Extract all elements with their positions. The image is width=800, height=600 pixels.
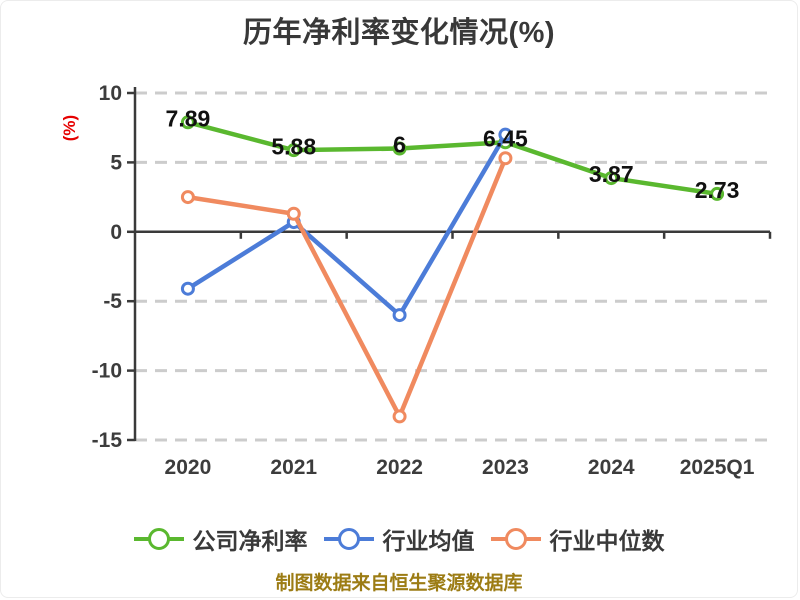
data-point [392,141,407,156]
x-tick-label: 2024 [588,456,635,479]
data-source-note: 制图数据来自恒生聚源数据库 [275,573,523,594]
legend-item-0[interactable]: 公司净利率 [133,522,308,556]
data-point-label: 3.87 [589,161,634,187]
x-tick-label: 2025Q1 [680,456,755,479]
x-tick-label: 2020 [165,456,212,479]
data-point-label: 5.88 [271,133,316,159]
legend-label: 行业均值 [382,528,475,554]
legend-label: 公司净利率 [192,528,308,554]
data-point [286,206,301,221]
chart-legend: 公司净利率 行业均值 行业中位数 [1,522,797,556]
legend-item-2[interactable]: 行业中位数 [490,522,665,556]
data-point [392,409,407,424]
data-point [498,151,513,166]
y-tick-label: 5 [110,151,122,174]
x-tick-label: 2022 [376,456,423,479]
data-point [392,308,407,323]
x-tick-label: 2023 [482,456,529,479]
y-tick-label: 0 [110,221,122,244]
data-point [498,127,513,142]
series-line-2 [185,155,508,419]
data-point-label: 7.89 [166,105,211,131]
data-point [286,143,301,158]
data-point-label: 6.45 [483,125,528,151]
data-point-label: 6 [393,132,406,158]
legend-marker-icon [323,528,374,550]
chart-title: 历年净利率变化情况(%) [242,17,556,49]
data-point [604,171,619,186]
x-tick-label: 2021 [270,456,317,479]
data-point [180,281,195,296]
y-tick-label: 10 [99,82,122,105]
legend-item-1[interactable]: 行业均值 [323,522,475,556]
y-tick-label: -15 [92,429,123,452]
data-point-label: 2.73 [695,177,740,203]
y-tick-label: -10 [92,360,122,383]
legend-label: 行业中位数 [549,528,665,554]
data-point [180,115,195,130]
legend-marker-icon [490,528,541,550]
series-line-1 [185,132,508,318]
legend-marker-icon [133,528,184,550]
data-point [180,190,195,205]
y-tick-label: -5 [103,290,122,313]
data-point [710,186,725,201]
series-line-0 [185,120,720,197]
